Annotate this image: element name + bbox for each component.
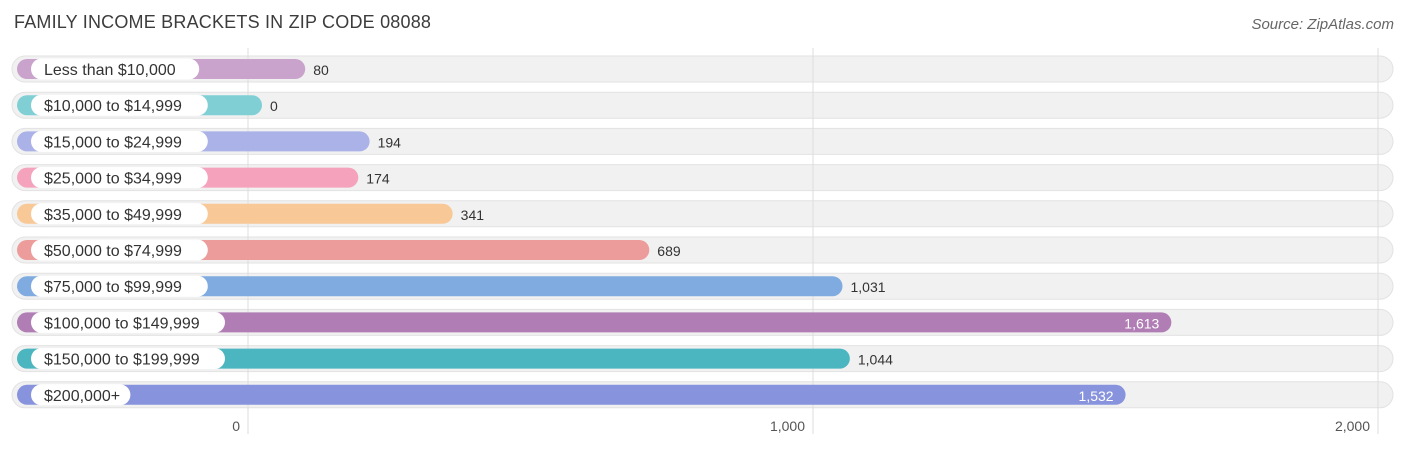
category-label: $35,000 to $49,999	[44, 207, 182, 224]
category-label-pill	[31, 167, 208, 189]
value-label: 689	[657, 243, 681, 259]
category-label: $150,000 to $199,999	[44, 352, 200, 369]
category-label: $100,000 to $149,999	[44, 315, 200, 332]
value-label: 1,532	[1079, 388, 1114, 404]
category-label: $10,000 to $14,999	[44, 98, 182, 115]
category-label-pill	[31, 203, 208, 225]
source-credit: Source: ZipAtlas.com	[1251, 16, 1394, 33]
category-label: $200,000+	[44, 388, 120, 405]
category-label-pill	[31, 311, 225, 333]
axis-tick-label: 0	[232, 418, 240, 434]
row-track	[11, 91, 1394, 119]
row-track	[11, 55, 1394, 83]
chart-title: FAMILY INCOME BRACKETS IN ZIP CODE 08088	[14, 12, 432, 32]
bar	[17, 384, 1126, 405]
row-track	[11, 164, 1394, 192]
category-label: $75,000 to $99,999	[44, 279, 182, 296]
category-label: Less than $10,000	[44, 62, 176, 79]
category-label-pill	[31, 239, 208, 261]
value-label: 1,044	[858, 352, 893, 368]
value-label: 341	[461, 207, 485, 223]
axis-tick-label: 2,000	[1335, 418, 1370, 434]
bar	[17, 348, 850, 369]
category-label-pill	[31, 384, 131, 406]
category-label: $15,000 to $24,999	[44, 134, 182, 151]
category-label-pill	[31, 94, 208, 116]
category-label-pill	[31, 130, 208, 152]
value-label: 1,031	[851, 279, 886, 295]
category-label-pill	[31, 348, 225, 370]
bar	[17, 276, 843, 297]
bar	[17, 312, 1172, 333]
category-label: $25,000 to $34,999	[44, 171, 182, 188]
value-label: 174	[366, 171, 390, 187]
value-label: 80	[313, 62, 329, 78]
category-label: $50,000 to $74,999	[44, 243, 182, 260]
category-label-pill	[31, 58, 200, 80]
category-label-pill	[31, 275, 208, 297]
axis-tick-label: 1,000	[770, 418, 805, 434]
value-label: 1,613	[1124, 315, 1159, 331]
value-label: 0	[270, 98, 278, 114]
value-label: 194	[378, 134, 402, 150]
